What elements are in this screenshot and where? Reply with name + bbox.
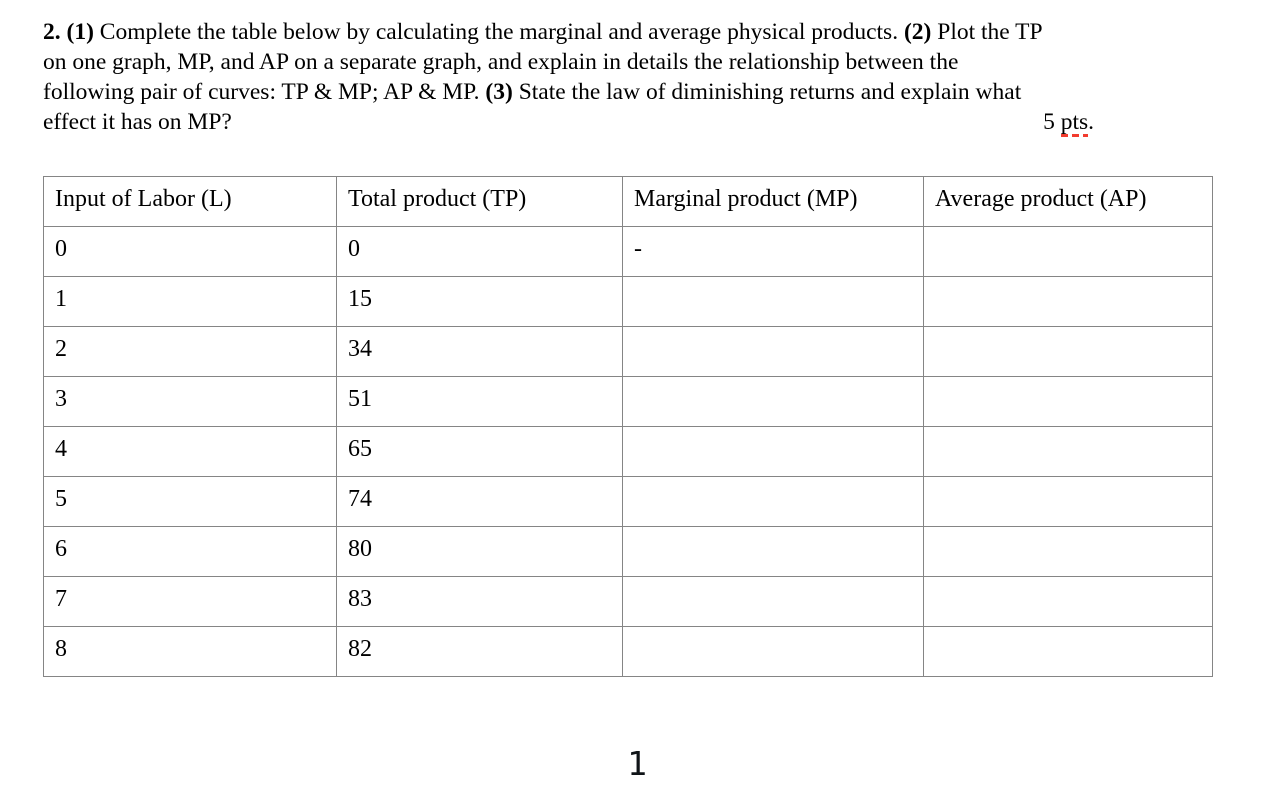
question-line-text: following pair of curves: TP & MP; AP & … — [43, 77, 1021, 107]
cell-tp: 80 — [336, 526, 623, 577]
cell-ap — [923, 276, 1213, 327]
cell-ap — [923, 626, 1213, 677]
cell-labor: 1 — [43, 276, 337, 327]
table-row: 2 34 — [43, 326, 1213, 377]
header-cell-mp: Marginal product (MP) — [622, 176, 924, 227]
cell-ap — [923, 326, 1213, 377]
cell-tp: 15 — [336, 276, 623, 327]
page-number: 1 — [627, 744, 647, 783]
cell-mp — [622, 376, 924, 427]
header-cell-tp: Total product (TP) — [336, 176, 623, 227]
question-text-segment: State the law of diminishing returns and… — [512, 79, 1022, 105]
question-text-segment: following pair of curves: TP & MP; AP & … — [43, 79, 486, 105]
points-value: 5 — [1043, 109, 1061, 135]
cell-mp — [622, 576, 924, 627]
question-text-segment: Complete the table below by calculating … — [93, 19, 904, 45]
question-line-text: on one graph, MP, and AP on a separate g… — [43, 47, 958, 77]
question-text-segment: (2) — [903, 19, 932, 45]
cell-tp: 65 — [336, 426, 623, 477]
table-row: 6 80 — [43, 526, 1213, 577]
points-word-misspelled: pts — [1060, 109, 1089, 137]
question-text-segment: Plot the TP — [931, 19, 1043, 45]
cell-labor: 8 — [43, 626, 337, 677]
question-line-text: effect it has on MP? — [43, 107, 232, 137]
cell-labor: 3 — [43, 376, 337, 427]
header-cell-labor: Input of Labor (L) — [43, 176, 337, 227]
question-text-segment: on one graph, MP, and AP on a separate g… — [43, 49, 959, 75]
cell-ap — [923, 476, 1213, 527]
question-line: 2. (1) Complete the table below by calcu… — [43, 17, 1212, 47]
cell-tp: 0 — [336, 226, 623, 277]
table-row: 1 15 — [43, 276, 1213, 327]
cell-mp — [622, 426, 924, 477]
cell-tp: 83 — [336, 576, 623, 627]
question-line: on one graph, MP, and AP on a separate g… — [43, 47, 1212, 77]
table-header-row: Input of Labor (L) Total product (TP) Ma… — [43, 176, 1213, 227]
points-label: 5 pts. — [1043, 107, 1094, 137]
product-table-body: 0 0-1 15 2 34 3 51 4 65 5 74 6 80 7 83 8 82 — [43, 226, 1213, 677]
cell-tp: 74 — [336, 476, 623, 527]
cell-mp: - — [622, 226, 924, 277]
question-paragraph: 2. (1) Complete the table below by calcu… — [43, 17, 1212, 137]
cell-labor: 2 — [43, 326, 337, 377]
cell-mp — [622, 476, 924, 527]
question-line-text: 2. (1) Complete the table below by calcu… — [43, 17, 1043, 47]
table-row: 7 83 — [43, 576, 1213, 627]
cell-labor: 0 — [43, 226, 337, 277]
question-line: effect it has on MP? 5 pts. — [43, 107, 1212, 137]
page-footer: 1 — [0, 744, 1274, 783]
cell-tp: 82 — [336, 626, 623, 677]
table-row: 3 51 — [43, 376, 1213, 427]
cell-mp — [622, 526, 924, 577]
cell-ap — [923, 526, 1213, 577]
cell-ap — [923, 376, 1213, 427]
table-row: 5 74 — [43, 476, 1213, 527]
question-text-segment: effect it has on MP? — [43, 109, 232, 135]
cell-labor: 7 — [43, 576, 337, 627]
cell-ap — [923, 226, 1213, 277]
cell-ap — [923, 576, 1213, 627]
table-row: 4 65 — [43, 426, 1213, 477]
cell-labor: 4 — [43, 426, 337, 477]
cell-mp — [622, 276, 924, 327]
cell-tp: 51 — [336, 376, 623, 427]
cell-labor: 5 — [43, 476, 337, 527]
question-text-segment: (3) — [485, 79, 513, 105]
question-line: following pair of curves: TP & MP; AP & … — [43, 77, 1212, 107]
cell-labor: 6 — [43, 526, 337, 577]
question-text-segment: 2. (1) — [43, 19, 94, 45]
cell-mp — [622, 326, 924, 377]
cell-tp: 34 — [336, 326, 623, 377]
cell-ap — [923, 426, 1213, 477]
header-cell-ap: Average product (AP) — [923, 176, 1213, 227]
points-period: . — [1088, 109, 1094, 135]
product-table: Input of Labor (L) Total product (TP) Ma… — [43, 176, 1213, 677]
cell-mp — [622, 626, 924, 677]
table-row: 8 82 — [43, 626, 1213, 677]
